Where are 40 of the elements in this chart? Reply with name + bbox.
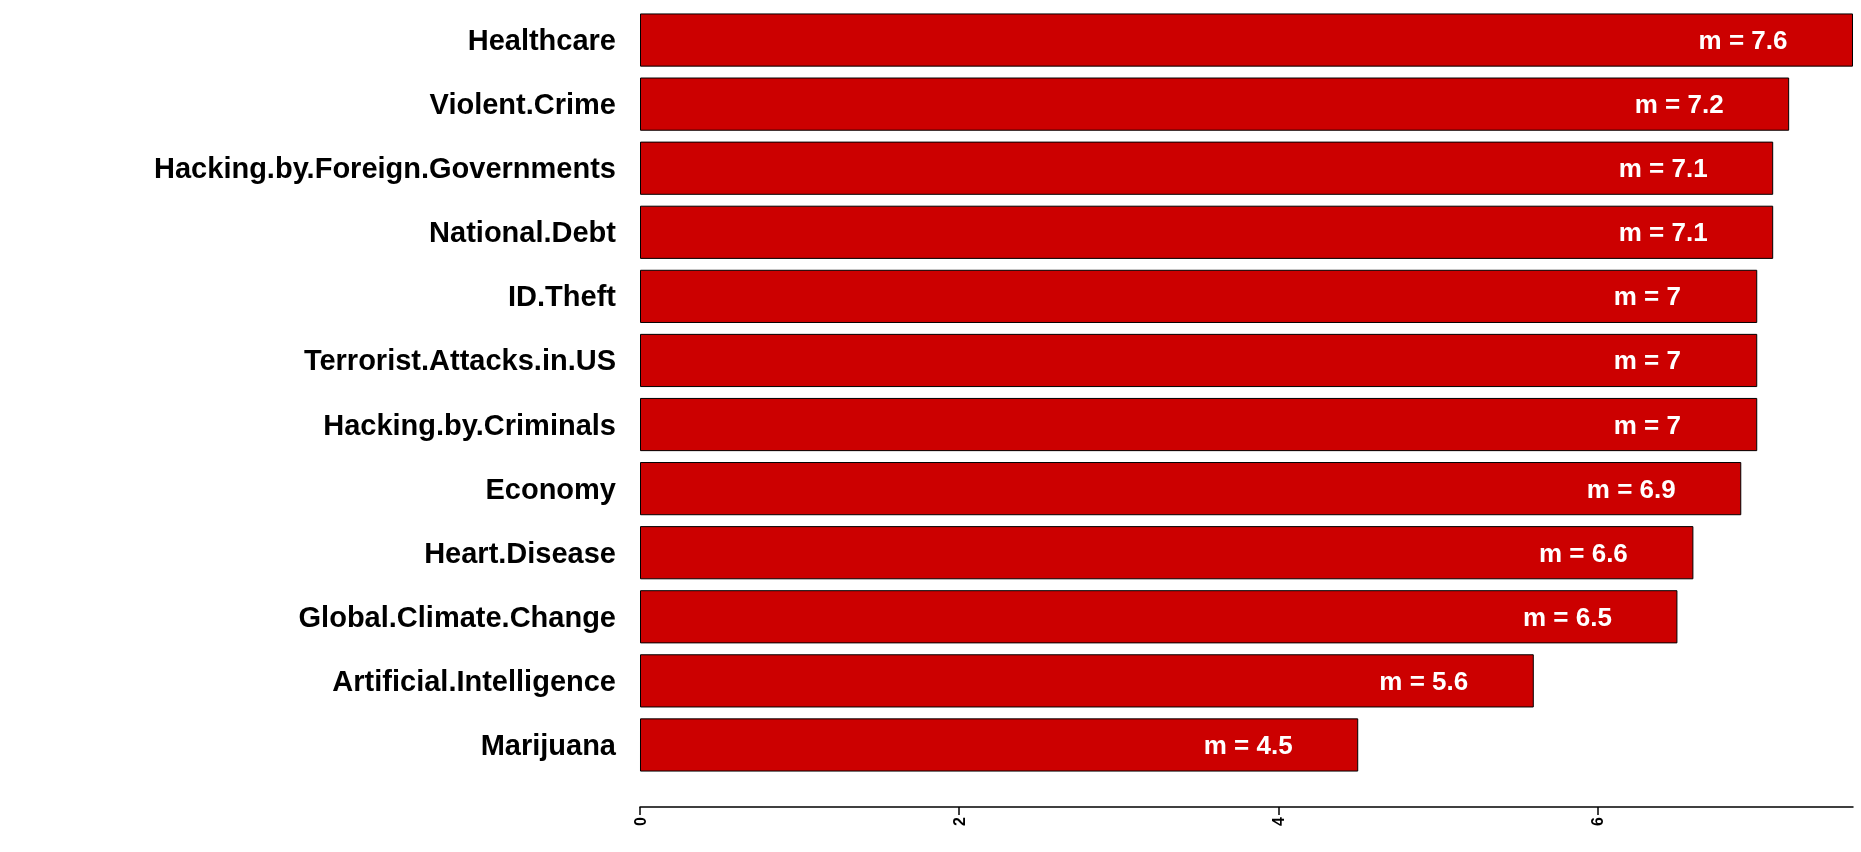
bar — [640, 654, 1534, 708]
x-tick-label: 4 — [1269, 816, 1287, 826]
data-label: m = 7.1 — [1618, 217, 1708, 248]
x-tick-label: 6 — [1589, 816, 1607, 826]
data-label: m = 7.2 — [1634, 89, 1724, 120]
data-label: m = 7.6 — [1698, 25, 1788, 56]
bar — [640, 269, 1758, 323]
bar — [640, 718, 1359, 772]
bar — [640, 141, 1774, 195]
y-tick-label: Global.Climate.Change — [298, 600, 616, 633]
bar — [640, 397, 1758, 452]
y-tick-label: Economy — [485, 472, 616, 505]
data-label: m = 7.1 — [1618, 153, 1708, 184]
data-label: m = 6.5 — [1522, 601, 1612, 632]
data-label: m = 6.9 — [1586, 473, 1676, 504]
y-tick-label: Violent.Crime — [429, 88, 616, 121]
y-tick-label: Hacking.by.Foreign.Governments — [154, 152, 616, 185]
y-tick-label: Marijuana — [480, 728, 617, 761]
data-label: m = 7 — [1613, 345, 1681, 376]
data-label: m = 6.6 — [1538, 537, 1628, 568]
bar — [640, 590, 1678, 644]
data-label: m = 7 — [1613, 281, 1681, 312]
x-tick-label: 2 — [950, 816, 968, 826]
y-tick-label: National.Debt — [429, 216, 617, 249]
y-tick-label: ID.Theft — [508, 280, 617, 313]
x-tick-label: 0 — [631, 816, 649, 826]
bar — [640, 462, 1742, 516]
y-tick-label: Hacking.by.Criminals — [323, 408, 616, 441]
bar — [640, 333, 1758, 388]
data-label: m = 5.6 — [1379, 665, 1469, 696]
bar — [640, 205, 1774, 259]
y-tick-label: Terrorist.Attacks.in.US — [303, 344, 616, 377]
data-label: m = 4.5 — [1203, 729, 1293, 760]
bar — [640, 77, 1790, 131]
y-tick-label: Healthcare — [467, 24, 616, 57]
y-tick-label: Heart.Disease — [424, 536, 616, 569]
bar — [640, 526, 1694, 580]
y-tick-label: Artificial.Intelligence — [332, 664, 616, 697]
bar — [640, 13, 1853, 67]
data-label: m = 7 — [1613, 409, 1681, 440]
